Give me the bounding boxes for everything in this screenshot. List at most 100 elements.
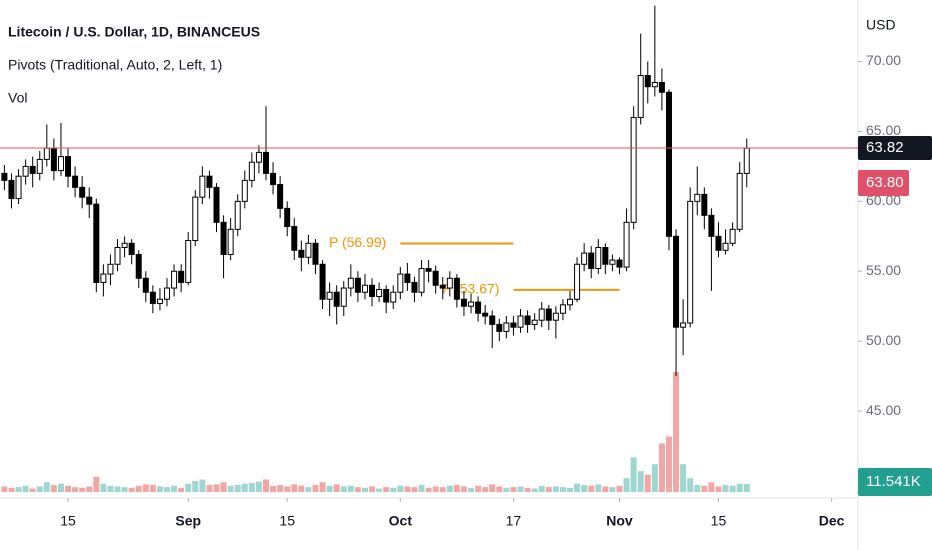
volume-bar (708, 482, 715, 492)
candle-body (93, 203, 100, 283)
candle-body (567, 298, 573, 306)
candle-body (673, 235, 680, 328)
volume-bar (588, 485, 595, 492)
volume-bar (609, 487, 616, 492)
volume-bar (354, 487, 361, 492)
candle-body (100, 273, 107, 283)
candle-body (234, 200, 241, 230)
volume-bar (559, 487, 566, 492)
volume-bar (510, 487, 517, 492)
y-tick-label: 70.00 (866, 52, 901, 68)
candle-body (57, 156, 64, 172)
volume-bar (156, 486, 163, 492)
candle-body (432, 270, 439, 286)
volume-bar (298, 485, 305, 492)
volume-bar (100, 483, 107, 492)
volume-bar (637, 471, 644, 492)
x-tick-label: 15 (711, 513, 727, 529)
candle-body (185, 240, 192, 283)
y-tick-label: 60.00 (866, 192, 901, 208)
volume-bar (220, 482, 227, 492)
volume-bar (581, 485, 588, 492)
candle-body (489, 315, 496, 325)
candle-body (192, 196, 199, 242)
candle-body (128, 242, 135, 255)
x-tick-label: Sep (175, 513, 201, 529)
candle-body (623, 221, 630, 268)
candle-body (29, 165, 36, 174)
volume-bar (517, 486, 524, 492)
volume-bar (482, 487, 489, 492)
chart-title: Litecoin / U.S. Dollar, 1D, BINANCEUS (8, 24, 260, 40)
candle-body (36, 158, 43, 174)
volume-bar (284, 486, 291, 492)
volume-bar (347, 485, 354, 492)
volume-bar (446, 485, 453, 492)
candle-body (510, 322, 517, 328)
candle-body (722, 242, 729, 251)
volume-bar (503, 487, 510, 492)
volume-bar (72, 487, 79, 492)
candle-body (644, 75, 651, 88)
candle-body (319, 263, 326, 300)
candle-body (468, 301, 475, 307)
volume-bar (15, 487, 22, 492)
indicator-label: Pivots (Traditional, Auto, 2, Left, 1) (8, 57, 222, 73)
candle-body (701, 193, 708, 216)
candle-body (149, 291, 156, 304)
candle-body (312, 242, 319, 265)
candle-body (347, 277, 354, 289)
volume-bar (623, 478, 630, 492)
volume-bar (8, 487, 15, 492)
volume-bar (432, 486, 439, 492)
candle-body (439, 284, 446, 289)
volume-bar (107, 485, 114, 492)
candle-body (135, 253, 142, 279)
volume-bar (206, 485, 213, 492)
candle-body (545, 308, 552, 321)
volume-bar (213, 484, 220, 492)
candle-body (376, 288, 383, 297)
volume-bar (128, 487, 135, 492)
x-tick-label: 15 (60, 513, 76, 529)
candle-body (1, 172, 8, 181)
last-price-tag (858, 135, 932, 160)
volume-bar (468, 487, 475, 492)
volume-bar (291, 484, 298, 492)
volume-bar (43, 482, 50, 492)
volume-bar (340, 486, 347, 492)
volume-bar (538, 485, 545, 492)
volume-bar (574, 483, 581, 492)
candle-body (142, 277, 149, 293)
candle-body (397, 273, 404, 293)
candle-body (404, 273, 411, 283)
candle-body (595, 247, 602, 269)
candle-body (206, 175, 213, 188)
indicator-label: Vol (8, 90, 27, 106)
volume-bar (701, 485, 708, 492)
volume-bar (121, 487, 128, 492)
candle-body (333, 291, 340, 307)
candle-body (8, 179, 15, 200)
candle-body (361, 284, 368, 293)
volume-bar (687, 478, 694, 492)
candle-body (609, 259, 616, 265)
candle-body (262, 151, 269, 174)
volume-bar (305, 487, 312, 492)
volume-bar (524, 487, 531, 492)
volume-bar (411, 487, 418, 492)
y-tick-label: 50.00 (866, 332, 901, 348)
volume-bar (171, 485, 178, 492)
volume-tag (858, 467, 932, 496)
candle-body (383, 288, 390, 303)
x-tick-label: Oct (389, 513, 413, 529)
candle-body (524, 315, 531, 325)
volume-bar (489, 484, 496, 492)
volume-bar (729, 485, 736, 492)
candle-body (425, 267, 432, 272)
volume-bar (312, 485, 319, 492)
volume-bar (270, 485, 277, 492)
candle-body (326, 291, 333, 300)
volume-bar (390, 487, 397, 492)
volume-bar (50, 485, 57, 492)
